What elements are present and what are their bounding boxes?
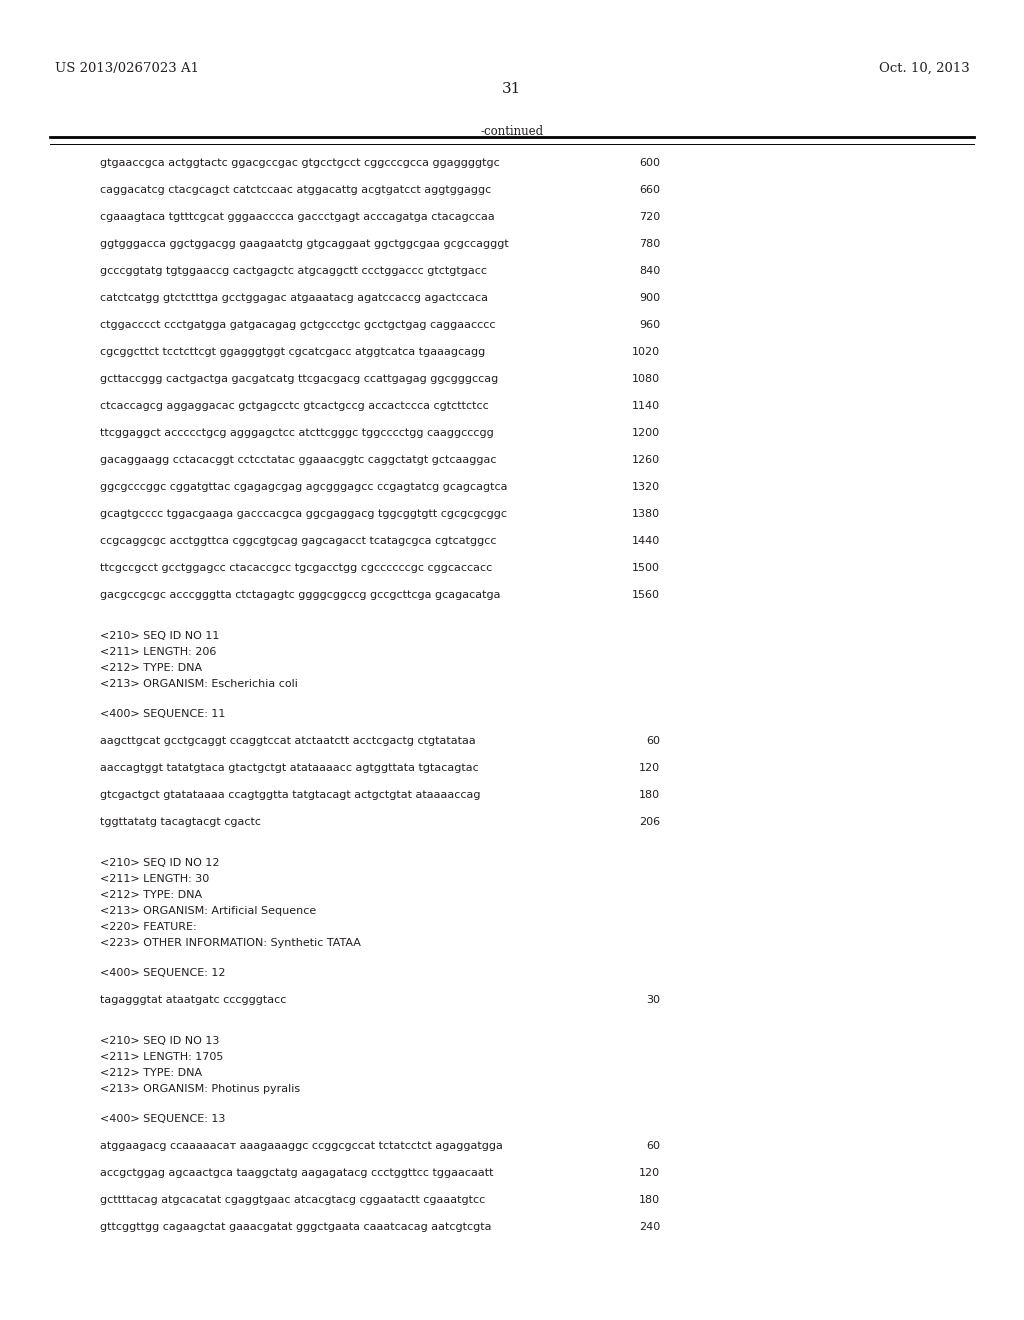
- Text: caggacatcg ctacgcagct catctccaac atggacattg acgtgatcct aggtggaggc: caggacatcg ctacgcagct catctccaac atggaca…: [100, 185, 492, 195]
- Text: -continued: -continued: [480, 125, 544, 139]
- Text: <212> TYPE: DNA: <212> TYPE: DNA: [100, 663, 202, 673]
- Text: gtgaaccgca actggtactc ggacgccgac gtgcctgcct cggcccgcca ggaggggtgc: gtgaaccgca actggtactc ggacgccgac gtgcctg…: [100, 158, 500, 168]
- Text: gacgccgcgc acccgggtta ctctagagtc ggggcggccg gccgcttcga gcagacatga: gacgccgcgc acccgggtta ctctagagtc ggggcgg…: [100, 590, 501, 601]
- Text: 660: 660: [639, 185, 660, 195]
- Text: ccgcaggcgc acctggttca cggcgtgcag gagcagacct tcatagcgca cgtcatggcc: ccgcaggcgc acctggttca cggcgtgcag gagcaga…: [100, 536, 497, 546]
- Text: gcagtgcccc tggacgaaga gacccacgca ggcgaggacg tggcggtgtt cgcgcgcggc: gcagtgcccc tggacgaaga gacccacgca ggcgagg…: [100, 510, 507, 519]
- Text: ttcggaggct accccctgcg agggagctcc atcttcgggc tggcccctgg caaggcccgg: ttcggaggct accccctgcg agggagctcc atcttcg…: [100, 428, 494, 438]
- Text: ctcaccagcg aggaggacac gctgagcctc gtcactgccg accactccca cgtcttctcc: ctcaccagcg aggaggacac gctgagcctc gtcactg…: [100, 401, 488, 411]
- Text: gtcgactgct gtatataaaa ccagtggtta tatgtacagt actgctgtat ataaaaccag: gtcgactgct gtatataaaa ccagtggtta tatgtac…: [100, 789, 480, 800]
- Text: <211> LENGTH: 206: <211> LENGTH: 206: [100, 647, 216, 657]
- Text: catctcatgg gtctctttga gcctggagac atgaaatacg agatccaccg agactccaca: catctcatgg gtctctttga gcctggagac atgaaat…: [100, 293, 488, 304]
- Text: 960: 960: [639, 319, 660, 330]
- Text: 120: 120: [639, 1168, 660, 1177]
- Text: 1500: 1500: [632, 564, 660, 573]
- Text: <210> SEQ ID NO 11: <210> SEQ ID NO 11: [100, 631, 219, 642]
- Text: <400> SEQUENCE: 13: <400> SEQUENCE: 13: [100, 1114, 225, 1125]
- Text: <213> ORGANISM: Escherichia coli: <213> ORGANISM: Escherichia coli: [100, 678, 298, 689]
- Text: <210> SEQ ID NO 12: <210> SEQ ID NO 12: [100, 858, 219, 869]
- Text: US 2013/0267023 A1: US 2013/0267023 A1: [55, 62, 199, 75]
- Text: tggttatatg tacagtacgt cgactc: tggttatatg tacagtacgt cgactc: [100, 817, 261, 828]
- Text: 60: 60: [646, 1140, 660, 1151]
- Text: 1020: 1020: [632, 347, 660, 356]
- Text: aagcttgcat gcctgcaggt ccaggtccat atctaatctt acctcgactg ctgtatataa: aagcttgcat gcctgcaggt ccaggtccat atctaat…: [100, 737, 476, 746]
- Text: 240: 240: [639, 1222, 660, 1232]
- Text: 120: 120: [639, 763, 660, 774]
- Text: 600: 600: [639, 158, 660, 168]
- Text: <223> OTHER INFORMATION: Synthetic TATAA: <223> OTHER INFORMATION: Synthetic TATAA: [100, 939, 360, 948]
- Text: gttcggttgg cagaagctat gaaacgatat gggctgaata caaatcacag aatcgtcgta: gttcggttgg cagaagctat gaaacgatat gggctga…: [100, 1222, 492, 1232]
- Text: <210> SEQ ID NO 13: <210> SEQ ID NO 13: [100, 1036, 219, 1045]
- Text: <212> TYPE: DNA: <212> TYPE: DNA: [100, 890, 202, 900]
- Text: <211> LENGTH: 30: <211> LENGTH: 30: [100, 874, 209, 884]
- Text: ttcgccgcct gcctggagcc ctacaccgcc tgcgacctgg cgccccccgc cggcaccacc: ttcgccgcct gcctggagcc ctacaccgcc tgcgacc…: [100, 564, 493, 573]
- Text: <213> ORGANISM: Photinus pyralis: <213> ORGANISM: Photinus pyralis: [100, 1084, 300, 1094]
- Text: 1080: 1080: [632, 374, 660, 384]
- Text: gcccggtatg tgtggaaccg cactgagctc atgcaggctt ccctggaccc gtctgtgacc: gcccggtatg tgtggaaccg cactgagctc atgcagg…: [100, 267, 487, 276]
- Text: 900: 900: [639, 293, 660, 304]
- Text: 1380: 1380: [632, 510, 660, 519]
- Text: cgcggcttct tcctcttcgt ggagggtggt cgcatcgacc atggtcatca tgaaagcagg: cgcggcttct tcctcttcgt ggagggtggt cgcatcg…: [100, 347, 485, 356]
- Text: 780: 780: [639, 239, 660, 249]
- Text: 1260: 1260: [632, 455, 660, 465]
- Text: <400> SEQUENCE: 12: <400> SEQUENCE: 12: [100, 968, 225, 978]
- Text: cgaaagtaca tgtttcgcat gggaacccca gaccctgagt acccagatga ctacagccaa: cgaaagtaca tgtttcgcat gggaacccca gaccctg…: [100, 213, 495, 222]
- Text: 31: 31: [503, 82, 521, 96]
- Text: gacaggaagg cctacacggt cctcctatac ggaaacggtc caggctatgt gctcaaggac: gacaggaagg cctacacggt cctcctatac ggaaacg…: [100, 455, 497, 465]
- Text: ggtgggacca ggctggacgg gaagaatctg gtgcaggaat ggctggcgaa gcgccagggt: ggtgggacca ggctggacgg gaagaatctg gtgcagg…: [100, 239, 509, 249]
- Text: <211> LENGTH: 1705: <211> LENGTH: 1705: [100, 1052, 223, 1063]
- Text: gcttaccggg cactgactga gacgatcatg ttcgacgacg ccattgagag ggcgggccag: gcttaccggg cactgactga gacgatcatg ttcgacg…: [100, 374, 499, 384]
- Text: 180: 180: [639, 1195, 660, 1205]
- Text: <212> TYPE: DNA: <212> TYPE: DNA: [100, 1068, 202, 1078]
- Text: 1440: 1440: [632, 536, 660, 546]
- Text: 1200: 1200: [632, 428, 660, 438]
- Text: Oct. 10, 2013: Oct. 10, 2013: [880, 62, 970, 75]
- Text: <400> SEQUENCE: 11: <400> SEQUENCE: 11: [100, 709, 225, 719]
- Text: 720: 720: [639, 213, 660, 222]
- Text: 180: 180: [639, 789, 660, 800]
- Text: atggaagacg ccaaaaacат aaagaaaggc ccggcgccat tctatcctct agaggatgga: atggaagacg ccaaaaacат aaagaaaggc ccggcgc…: [100, 1140, 503, 1151]
- Text: 206: 206: [639, 817, 660, 828]
- Text: ctggacccct ccctgatgga gatgacagag gctgccctgc gcctgctgag caggaacccc: ctggacccct ccctgatgga gatgacagag gctgccc…: [100, 319, 496, 330]
- Text: 840: 840: [639, 267, 660, 276]
- Text: tagagggtat ataatgatc cccgggtacc: tagagggtat ataatgatc cccgggtacc: [100, 995, 287, 1005]
- Text: 60: 60: [646, 737, 660, 746]
- Text: accgctggag agcaactgca taaggctatg aagagatacg ccctggttcc tggaacaatt: accgctggag agcaactgca taaggctatg aagagat…: [100, 1168, 494, 1177]
- Text: 1140: 1140: [632, 401, 660, 411]
- Text: <220> FEATURE:: <220> FEATURE:: [100, 921, 197, 932]
- Text: <213> ORGANISM: Artificial Sequence: <213> ORGANISM: Artificial Sequence: [100, 906, 316, 916]
- Text: 30: 30: [646, 995, 660, 1005]
- Text: aaccagtggt tatatgtaca gtactgctgt atataaaacc agtggttata tgtacagtac: aaccagtggt tatatgtaca gtactgctgt atataaa…: [100, 763, 479, 774]
- Text: 1320: 1320: [632, 482, 660, 492]
- Text: 1560: 1560: [632, 590, 660, 601]
- Text: gcttttacag atgcacatat cgaggtgaac atcacgtacg cggaatactt cgaaatgtcc: gcttttacag atgcacatat cgaggtgaac atcacgt…: [100, 1195, 485, 1205]
- Text: ggcgcccggc cggatgttac cgagagcgag agcgggagcc ccgagtatcg gcagcagtca: ggcgcccggc cggatgttac cgagagcgag agcggga…: [100, 482, 508, 492]
